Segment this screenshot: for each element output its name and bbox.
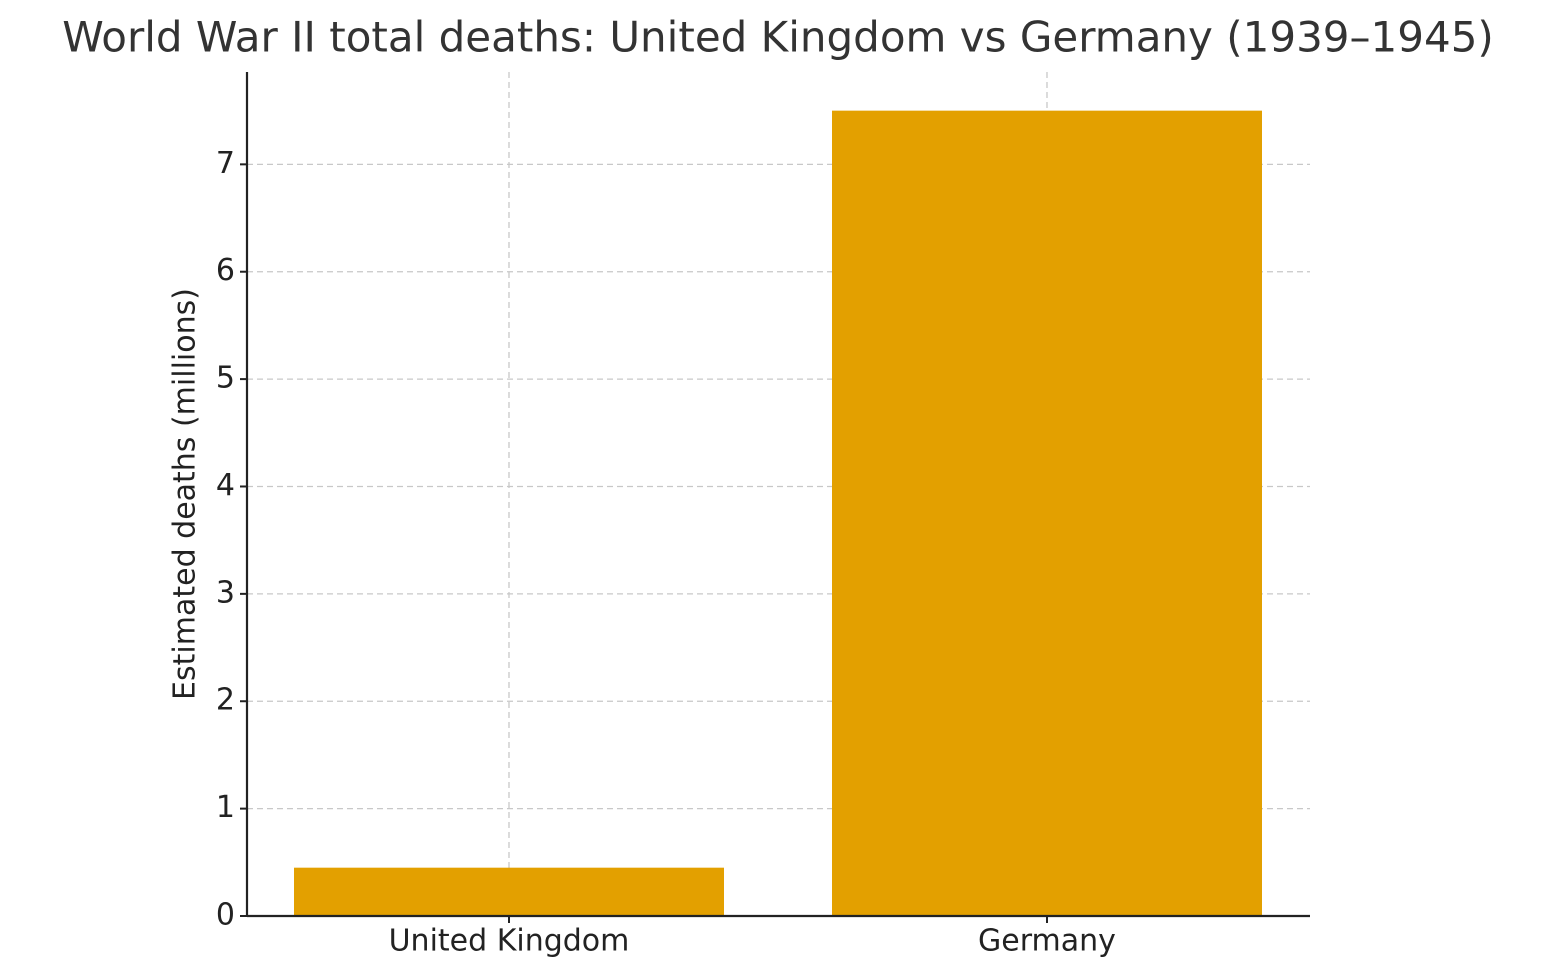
chart-title: World War II total deaths: United Kingdo… (62, 13, 1494, 62)
y-tick-label: 5 (216, 361, 235, 396)
y-tick-label: 2 (216, 683, 235, 718)
y-tick-label: 4 (216, 468, 235, 503)
y-tick-label: 6 (216, 253, 235, 288)
x-tick-label: Germany (978, 924, 1116, 959)
bar (294, 867, 724, 916)
y-tick-label: 0 (216, 898, 235, 933)
y-axis-label: Estimated deaths (millions) (168, 288, 203, 700)
x-tick-label: United Kingdom (389, 924, 630, 959)
y-tick-label: 3 (216, 575, 235, 610)
y-tick-label: 7 (216, 146, 235, 181)
bar (832, 110, 1262, 916)
y-tick-label: 1 (216, 790, 235, 825)
